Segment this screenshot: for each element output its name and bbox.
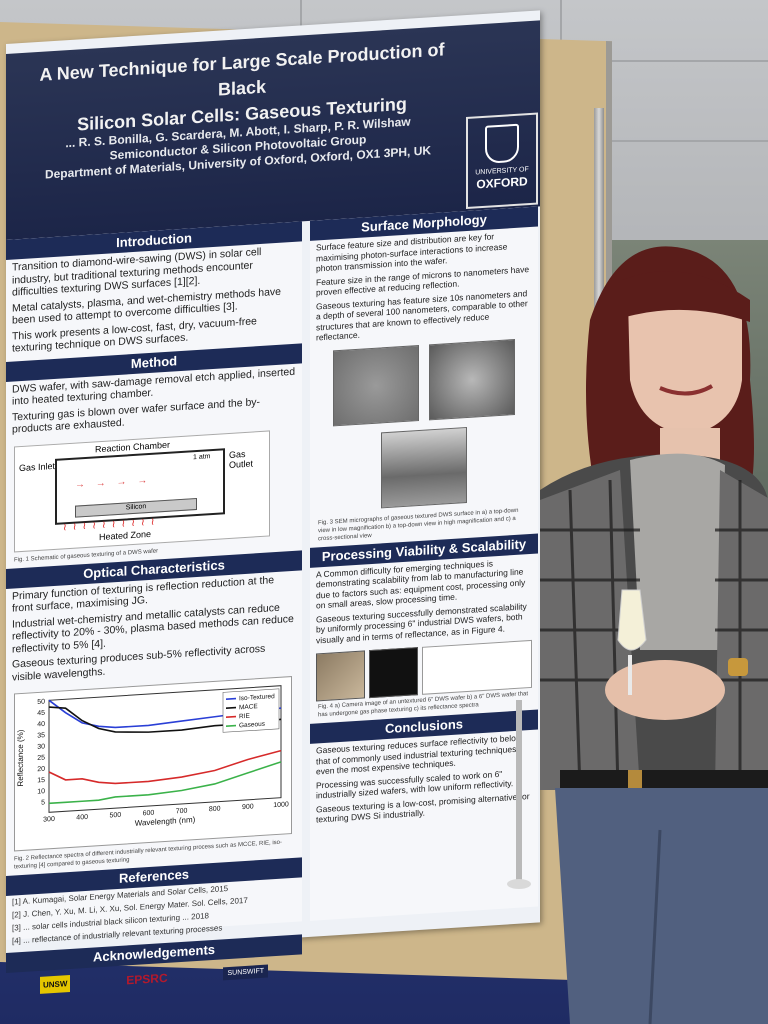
y-tick-label: 35 xyxy=(37,732,45,739)
legend-entry: RIE xyxy=(239,713,250,721)
unsw-logo: UNSW xyxy=(39,974,71,994)
gas-outlet-label: Gas Outlet xyxy=(229,448,254,470)
reflectance-chart: 5 10 15 20 25 30 35 40 45 50 300 400 500 600 700 800 900… xyxy=(14,676,292,852)
x-tick-label: 300 xyxy=(43,816,55,824)
legend-entry: Gaseous xyxy=(239,721,266,730)
legend-swatch xyxy=(226,697,236,700)
x-tick-label: 800 xyxy=(209,806,221,814)
legend-entry: MACE xyxy=(239,703,258,711)
heated-zone-label: Heated Zone xyxy=(99,528,152,542)
legend-swatch xyxy=(226,706,236,709)
oxford-crest-icon xyxy=(485,123,519,164)
series-line-rie xyxy=(48,749,282,785)
presenter-person xyxy=(540,246,768,1024)
x-tick-label: 1000 xyxy=(273,801,289,809)
x-axis-label: Wavelength (nm) xyxy=(135,815,196,828)
untextured-wafer-photo xyxy=(316,650,366,702)
y-tick-label: 15 xyxy=(37,777,45,784)
sem-image-low-mag xyxy=(332,344,419,426)
poster-header: A New Technique for Large Scale Producti… xyxy=(6,20,540,241)
gas-inlet-label: Gas Inlet xyxy=(19,460,56,473)
y-tick-label: 50 xyxy=(37,699,45,706)
optical-body: Primary function of texturing is reflect… xyxy=(6,570,302,690)
x-tick-label: 700 xyxy=(176,808,188,816)
left-column: Introduction Transition to diamond-wire-… xyxy=(6,221,302,994)
x-tick-label: 600 xyxy=(143,810,155,818)
x-tick-label: 900 xyxy=(242,803,254,811)
y-tick-label: 45 xyxy=(37,710,45,717)
textured-wafer-photo xyxy=(369,647,419,699)
series-line-gaseous xyxy=(49,761,282,805)
legend-entry: Iso-Textured xyxy=(239,693,275,702)
y-tick-label: 5 xyxy=(41,799,45,806)
reaction-chamber-diagram: Reaction Chamber Gas Inlet Gas Outlet 1 … xyxy=(14,429,270,552)
y-tick-label: 25 xyxy=(37,755,45,762)
poster-stand-foot xyxy=(507,700,531,889)
epsrc-logo: EPSRC xyxy=(126,970,168,987)
chart-legend xyxy=(222,688,280,733)
y-axis-label: Reflectance (%) xyxy=(16,729,25,787)
legend-swatch xyxy=(226,724,236,727)
introduction-body: Transition to diamond-wire-sawing (DWS) … xyxy=(6,241,302,361)
y-tick-label: 40 xyxy=(37,721,45,728)
research-poster: A New Technique for Large Scale Producti… xyxy=(6,10,540,994)
y-tick-label: 20 xyxy=(37,766,45,773)
x-tick-label: 400 xyxy=(76,814,88,822)
y-tick-label: 10 xyxy=(37,788,45,795)
sunswift-logo: SUNSWIFT xyxy=(223,964,269,981)
sem-image-cross-section xyxy=(381,426,467,508)
reflectance-chart-svg: 5 10 15 20 25 30 35 40 45 50 300 400 500 600 700 800 900… xyxy=(16,685,289,828)
oxford-logo: UNIVERSITY OF OXFORD xyxy=(466,112,538,210)
x-tick-label: 500 xyxy=(109,812,121,820)
y-tick-label: 30 xyxy=(37,743,45,750)
logo-oxford-text: OXFORD xyxy=(476,174,528,192)
legend-swatch xyxy=(226,715,236,718)
